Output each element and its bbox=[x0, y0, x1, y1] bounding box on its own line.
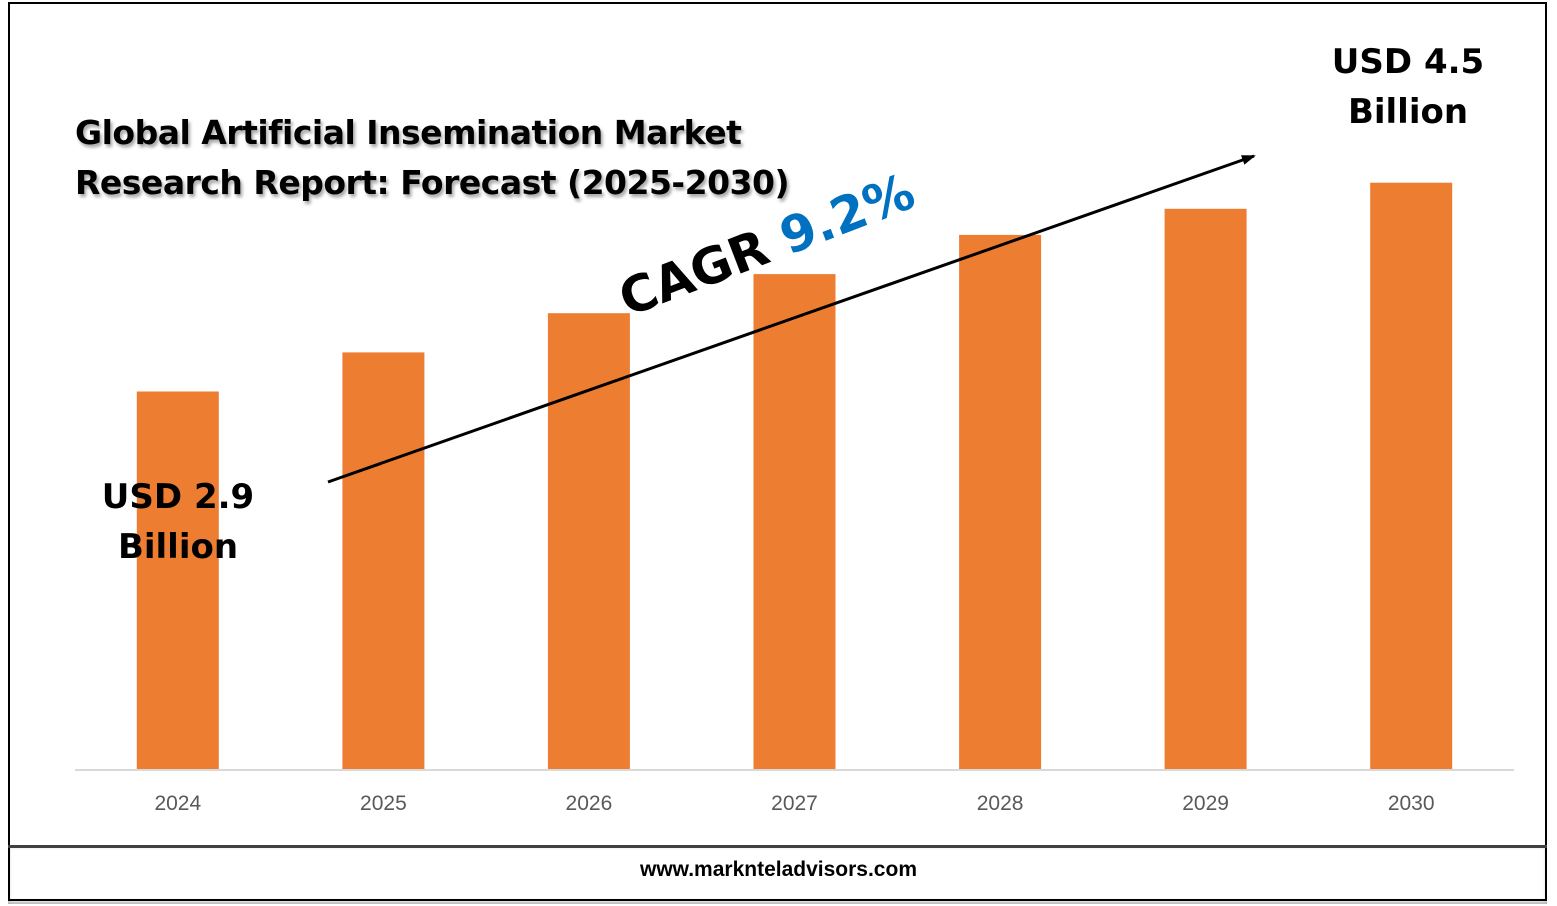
x-tick-label: 2025 bbox=[360, 792, 407, 815]
bar-2030 bbox=[1370, 182, 1453, 770]
x-tick-label: 2024 bbox=[154, 792, 201, 815]
x-tick-label: 2029 bbox=[1182, 792, 1229, 815]
x-tick-label: 2026 bbox=[566, 792, 613, 815]
x-tick-label: 2027 bbox=[771, 792, 818, 815]
chart-title-line-1: Global Artificial Insemination Market bbox=[75, 113, 742, 152]
x-tick-label: 2030 bbox=[1388, 792, 1435, 815]
x-axis-ticks: 2024 2025 2026 2027 2028 2029 2030 bbox=[154, 792, 1434, 815]
x-tick-label: 2028 bbox=[977, 792, 1024, 815]
bar-2026 bbox=[547, 313, 630, 770]
bar-2029 bbox=[1164, 208, 1247, 771]
start-value-amount: USD 2.9 bbox=[101, 477, 255, 517]
end-value-label: USD 4.5 Billion bbox=[1288, 37, 1528, 137]
bar-2028 bbox=[959, 234, 1042, 770]
start-value-unit: Billion bbox=[117, 527, 239, 567]
bar-2025 bbox=[342, 352, 425, 770]
bar-2024 bbox=[136, 391, 219, 770]
end-value-unit: Billion bbox=[1347, 92, 1469, 132]
growth-arrow bbox=[327, 154, 1256, 484]
bar-series bbox=[136, 182, 1453, 771]
footer-band bbox=[8, 845, 1547, 904]
end-value-amount: USD 4.5 bbox=[1331, 42, 1485, 82]
footer-website[interactable]: www.marknteladvisors.com bbox=[640, 858, 917, 881]
chart-title: Global Artificial Insemination Market Re… bbox=[75, 108, 790, 208]
chart-title-line-2: Research Report: Forecast (2025-2030) bbox=[75, 163, 790, 202]
start-value-label: USD 2.9 Billion bbox=[58, 472, 298, 572]
bar-2027 bbox=[753, 274, 836, 770]
